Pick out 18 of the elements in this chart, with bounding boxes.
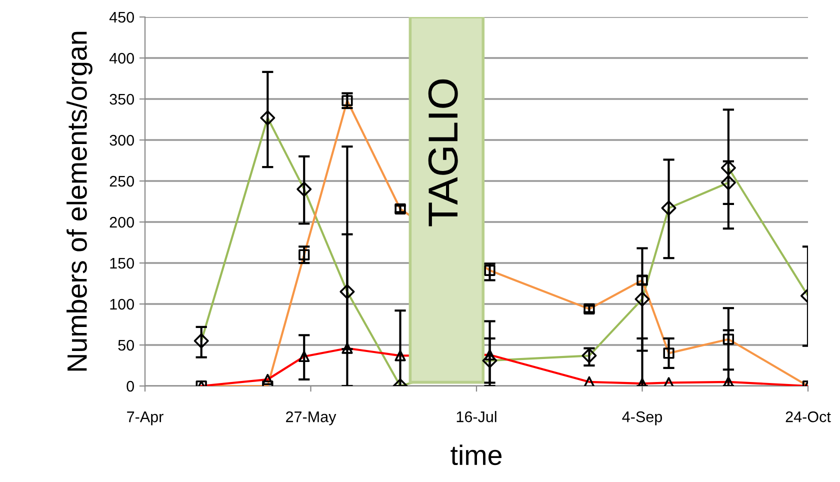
y-tick-label: 400 <box>109 52 134 64</box>
x-tick-label: 4-Sep <box>622 411 662 426</box>
y-tick-label: 350 <box>110 94 134 105</box>
x-tick-label: 27-May <box>286 411 336 426</box>
x-tick-label: 16-Jul <box>456 411 496 422</box>
y-tick-label: 450 <box>109 12 134 23</box>
x-axis-title: time <box>450 444 502 466</box>
y-tick-label: 150 <box>110 258 134 269</box>
y-tick-label: 200 <box>110 216 134 228</box>
x-tick-label: 24-Oct <box>786 411 831 422</box>
x-tick-label: 7-Apr <box>127 412 164 426</box>
y-tick-label: 300 <box>110 134 134 146</box>
y-tick-label: 100 <box>110 298 134 310</box>
band-label: TAGLIO <box>428 79 458 226</box>
y-tick-label: 0 <box>126 380 134 392</box>
y-axis-title: Numbers of elements/organ <box>66 32 92 371</box>
y-tick-label: 250 <box>110 176 134 187</box>
y-tick-label: 50 <box>118 340 134 351</box>
